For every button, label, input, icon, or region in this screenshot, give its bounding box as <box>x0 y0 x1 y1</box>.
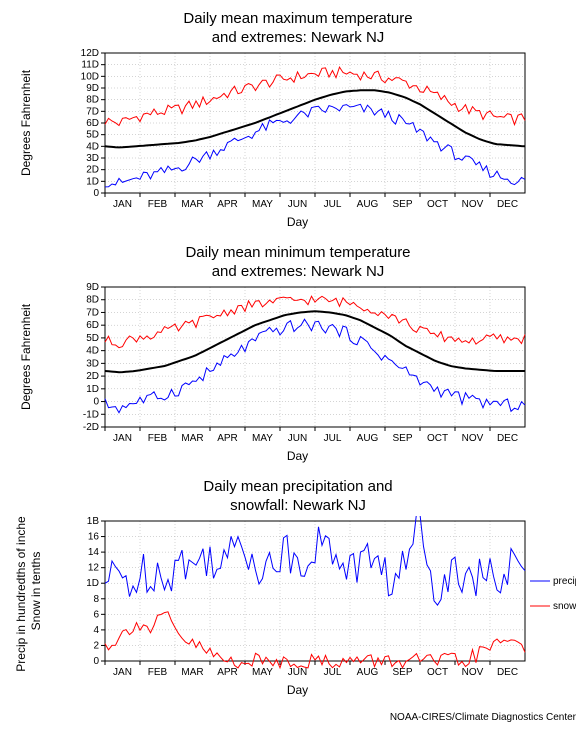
svg-text:6D: 6D <box>86 320 99 331</box>
svg-text:7D: 7D <box>86 106 99 117</box>
chart-title-line1: Daily mean minimum temperature <box>10 244 576 261</box>
chart-0: Daily mean maximum temperature and extrem… <box>10 10 576 229</box>
svg-text:8D: 8D <box>86 295 99 306</box>
svg-text:3D: 3D <box>86 358 99 369</box>
svg-text:5D: 5D <box>86 333 99 344</box>
svg-text:DEC: DEC <box>497 199 518 210</box>
chart-svg: 0 2 4 6 8 1D 12 14 16 1B JAN FEB MAR APR MAY JUN JUL AUG S… <box>10 516 576 681</box>
svg-text:7D: 7D <box>86 307 99 318</box>
svg-text:MAR: MAR <box>181 199 203 210</box>
xlabel: Day <box>10 215 576 229</box>
svg-text:MAR: MAR <box>181 433 203 444</box>
svg-text:APR: APR <box>217 433 238 444</box>
chart-svg: -2D -1D0 1D 2D 3D4D 5D 6D 7D8D 9D JAN FEB MAR APR MAY… <box>10 282 576 447</box>
svg-text:10D: 10D <box>81 71 99 82</box>
svg-text:SEP: SEP <box>392 667 412 678</box>
svg-text:6D: 6D <box>86 118 99 129</box>
svg-text:2D: 2D <box>86 371 99 382</box>
svg-text:OCT: OCT <box>427 667 448 678</box>
svg-text:AUG: AUG <box>357 667 379 678</box>
svg-text:0: 0 <box>93 656 99 667</box>
svg-text:JUL: JUL <box>324 199 342 210</box>
svg-text:SEP: SEP <box>392 199 412 210</box>
svg-text:APR: APR <box>217 199 238 210</box>
series-mean <box>105 90 525 147</box>
svg-text:JAN: JAN <box>113 667 132 678</box>
svg-text:1D: 1D <box>86 578 99 589</box>
svg-text:DEC: DEC <box>497 667 518 678</box>
svg-text:JUN: JUN <box>288 199 307 210</box>
svg-text:12D: 12D <box>81 48 99 59</box>
svg-text:FEB: FEB <box>148 433 168 444</box>
svg-text:JAN: JAN <box>113 433 132 444</box>
svg-text:AUG: AUG <box>357 433 379 444</box>
svg-text:3D: 3D <box>86 153 99 164</box>
svg-text:16: 16 <box>88 532 100 543</box>
legend-precip: precip <box>553 576 576 587</box>
svg-text:11D: 11D <box>81 60 99 71</box>
svg-text:MAR: MAR <box>181 667 203 678</box>
series-precip <box>105 516 525 605</box>
ylabel-line2: Snow in tenths <box>29 552 43 631</box>
svg-text:SEP: SEP <box>392 433 412 444</box>
svg-text:9D: 9D <box>86 83 99 94</box>
svg-text:JAN: JAN <box>113 199 132 210</box>
svg-text:9D: 9D <box>86 282 99 293</box>
svg-text:14: 14 <box>88 547 100 558</box>
svg-text:NOV: NOV <box>462 667 484 678</box>
svg-text:2D: 2D <box>86 165 99 176</box>
svg-text:-1D: -1D <box>83 409 99 420</box>
svg-text:JUN: JUN <box>288 433 307 444</box>
svg-text:4D: 4D <box>86 141 99 152</box>
chart-title-line2: snowfall: Newark NJ <box>10 497 576 514</box>
xlabel: Day <box>10 683 576 697</box>
chart-1: Daily mean minimum temperature and extrem… <box>10 244 576 463</box>
svg-text:MAY: MAY <box>252 433 273 444</box>
ylabel: Degrees Fahrenheit <box>19 69 33 176</box>
chart-title-line2: and extremes: Newark NJ <box>10 263 576 280</box>
chart-title-line2: and extremes: Newark NJ <box>10 29 576 46</box>
ylabel: Degrees Fahrenheit <box>19 303 33 410</box>
svg-text:1D: 1D <box>86 384 99 395</box>
svg-text:8: 8 <box>93 594 99 605</box>
svg-text:AUG: AUG <box>357 199 379 210</box>
svg-text:JUL: JUL <box>324 433 342 444</box>
svg-text:OCT: OCT <box>427 199 448 210</box>
svg-text:NOV: NOV <box>462 199 484 210</box>
legend-snow: snow <box>553 601 576 612</box>
svg-text:APR: APR <box>217 667 238 678</box>
svg-text:NOV: NOV <box>462 433 484 444</box>
svg-text:MAY: MAY <box>252 667 273 678</box>
svg-text:2: 2 <box>93 640 99 651</box>
chart-2: Daily mean precipitation and snowfall: Ne… <box>10 478 576 697</box>
svg-text:4D: 4D <box>86 346 99 357</box>
svg-text:5D: 5D <box>86 130 99 141</box>
svg-text:12: 12 <box>88 563 100 574</box>
chart-title-line1: Daily mean precipitation and <box>10 478 576 495</box>
svg-text:-2D: -2D <box>83 422 99 433</box>
ylabel-line1: Precip in hundredths of inches <box>14 516 28 672</box>
footer-attribution: NOAA-CIRES/Climate Diagnostics Center <box>10 712 576 723</box>
svg-text:OCT: OCT <box>427 433 448 444</box>
svg-text:MAY: MAY <box>252 199 273 210</box>
svg-text:JUN: JUN <box>288 667 307 678</box>
xlabel: Day <box>10 449 576 463</box>
svg-text:1D: 1D <box>86 176 99 187</box>
svg-text:4: 4 <box>93 625 99 636</box>
svg-text:FEB: FEB <box>148 667 168 678</box>
svg-text:JUL: JUL <box>324 667 342 678</box>
svg-text:6: 6 <box>93 609 99 620</box>
chart-svg: 01D2D3D4D5D6D7D8D9D10D11D12D JAN FEB MAR APR… <box>10 48 576 213</box>
chart-title-line1: Daily mean maximum temperature <box>10 10 576 27</box>
svg-text:0: 0 <box>93 188 99 199</box>
svg-text:FEB: FEB <box>148 199 168 210</box>
svg-text:0: 0 <box>93 397 99 408</box>
svg-text:8D: 8D <box>86 95 99 106</box>
svg-text:1B: 1B <box>87 516 100 527</box>
svg-text:DEC: DEC <box>497 433 518 444</box>
